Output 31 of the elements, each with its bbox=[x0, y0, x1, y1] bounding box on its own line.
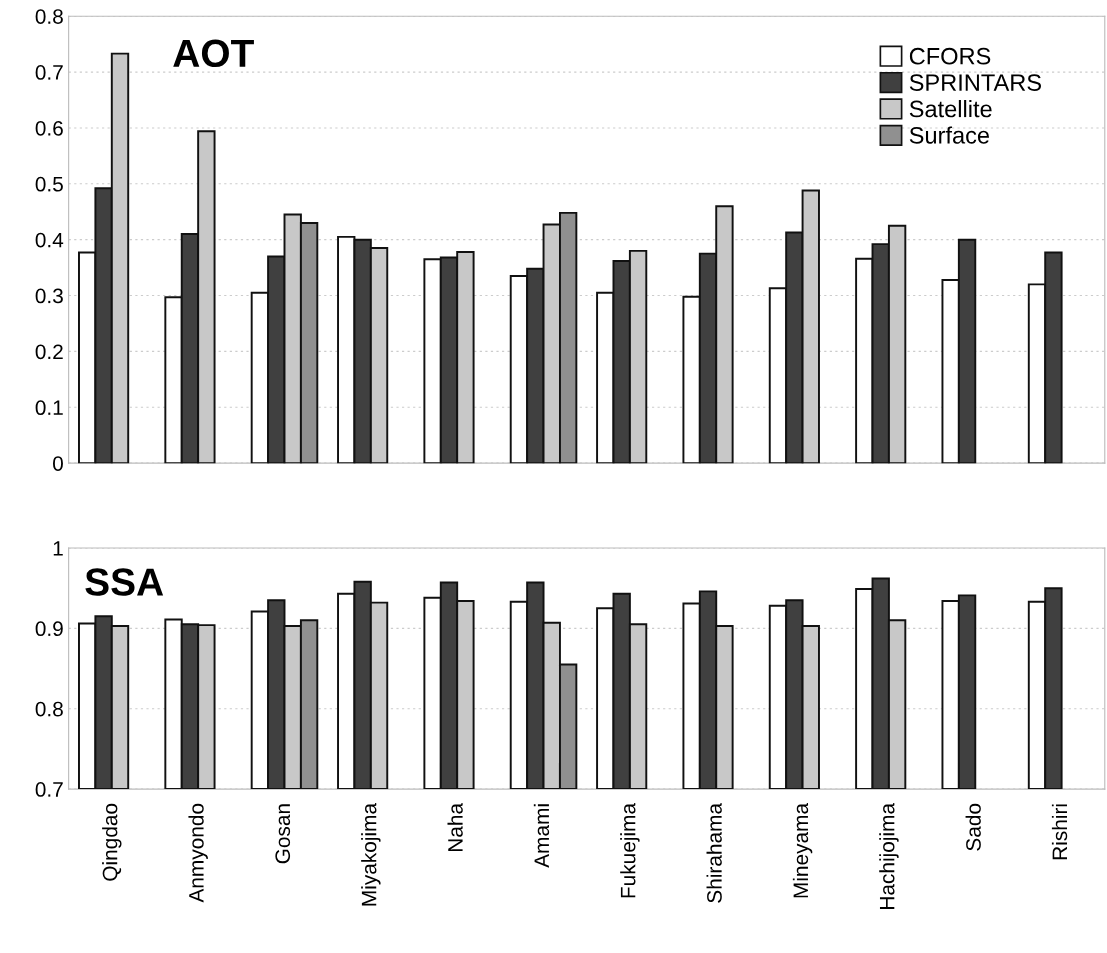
y-tick-label: 0 bbox=[53, 456, 63, 471]
y-tick-label: 0.3 bbox=[35, 288, 63, 304]
x-tick-label: Qingdao bbox=[102, 803, 122, 881]
x-tick-label: Amami bbox=[533, 804, 550, 868]
x-tick-label: Fukuejima bbox=[620, 802, 640, 898]
y-tick-label: 0.8 bbox=[35, 701, 63, 717]
y-tick-label: 1 bbox=[53, 541, 63, 556]
y-tick-label: 0.1 bbox=[35, 400, 63, 416]
y-tick-label: 0.2 bbox=[35, 344, 63, 360]
legend-label: SPRINTARS bbox=[909, 74, 1041, 91]
x-tick-label: Naha bbox=[447, 802, 463, 852]
legend-label: CFORS bbox=[909, 47, 991, 65]
y-tick-label: 0.6 bbox=[35, 120, 63, 136]
y-tick-label: 0.5 bbox=[35, 176, 63, 192]
x-tick-label: Gosan bbox=[275, 804, 291, 864]
chart-title: SSA bbox=[85, 568, 164, 596]
y-tick-label: 0.8 bbox=[35, 9, 63, 24]
x-tick-label: Hachijojima bbox=[879, 802, 899, 909]
x-tick-label: Miyakojima bbox=[361, 802, 381, 906]
x-tick-label: Rishiri bbox=[1051, 804, 1068, 860]
y-tick-label: 0.7 bbox=[35, 782, 63, 797]
x-tick-label: Sado bbox=[965, 803, 981, 851]
x-tick-label: Anmyondo bbox=[188, 803, 208, 903]
x-tick-label: Shirahama bbox=[706, 802, 722, 903]
y-tick-label: 0.9 bbox=[35, 621, 63, 637]
legend-label: Satellite bbox=[909, 99, 992, 118]
chart-title: AOT bbox=[173, 39, 254, 68]
x-tick-label: Mineyama bbox=[792, 802, 813, 898]
legend-label: Surface bbox=[909, 126, 990, 144]
y-tick-label: 0.4 bbox=[35, 232, 64, 248]
y-tick-label: 0.7 bbox=[35, 65, 63, 80]
